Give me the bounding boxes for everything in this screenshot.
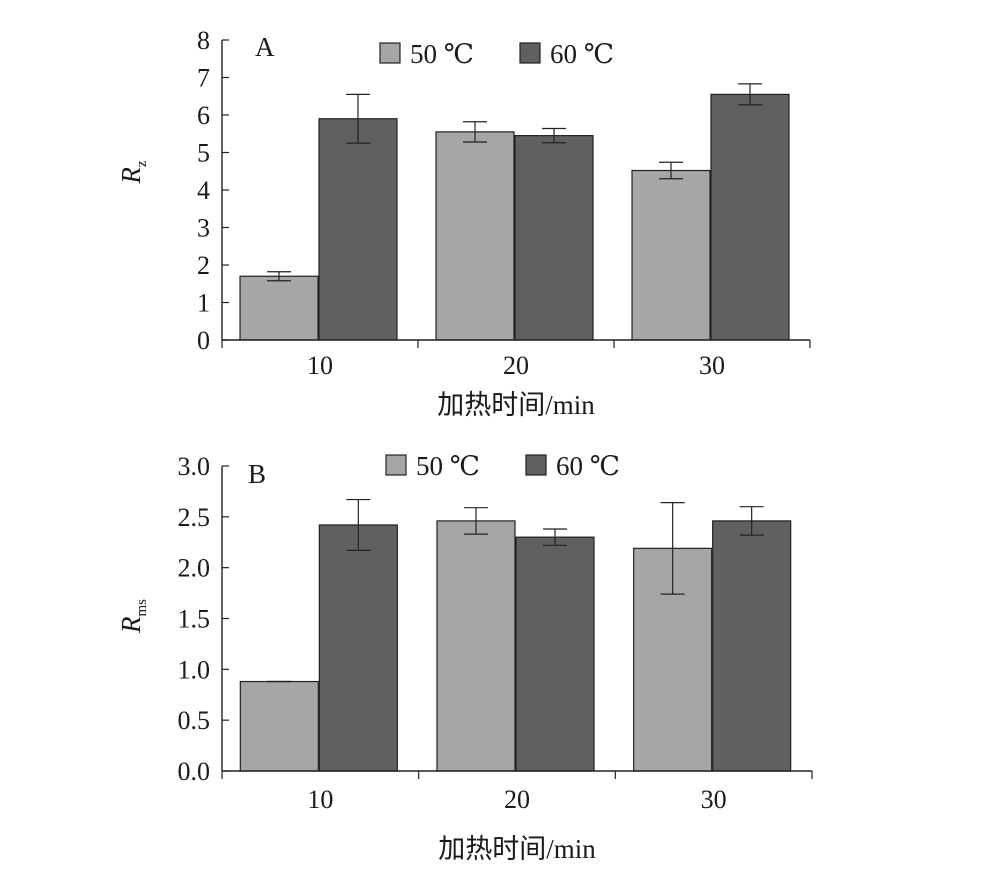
- y-tick-label: 1: [197, 289, 210, 318]
- x-tick-label: 20: [503, 351, 529, 380]
- legend-swatch-60c: [525, 454, 547, 476]
- y-tick-label: 4: [197, 176, 210, 205]
- legend-label-50c: 50 ℃: [416, 451, 480, 481]
- bar-50c-10: [239, 680, 319, 772]
- bar-50c-30: [631, 169, 711, 341]
- y-tick-label: 2.5: [178, 503, 211, 532]
- bar-60c-20: [515, 536, 595, 772]
- y-tick-label: 7: [197, 64, 210, 93]
- legend-label-50c: 50 ℃: [410, 39, 474, 69]
- y-axis-label: Rms: [116, 599, 150, 634]
- x-tick-label: 10: [307, 351, 333, 380]
- y-tick-label: 1.0: [178, 655, 211, 684]
- bar-50c-20: [436, 520, 516, 772]
- bar-60c-30: [712, 520, 792, 772]
- x-tick-label: 20: [504, 785, 530, 814]
- y-tick-label: 1.5: [178, 605, 211, 634]
- x-axis-label: 加热时间/min: [437, 390, 595, 420]
- bar-50c-10: [239, 275, 319, 341]
- panel-label: B: [248, 459, 266, 489]
- y-tick-label: 5: [197, 139, 210, 168]
- y-tick-label: 0.5: [178, 706, 211, 735]
- panel-a: 0 1 2 3 4 5 6 7 8 10 20 30 加热时间/min Rz A 50 ℃ 60 ℃: [116, 26, 811, 420]
- y-axis-label: Rz: [116, 160, 150, 185]
- y-tick-label: 3.0: [178, 452, 211, 481]
- legend-swatch-50c: [385, 454, 407, 476]
- bar-50c-20: [435, 131, 515, 341]
- y-axis-label-subscript: z: [134, 160, 150, 167]
- y-tick-label: 8: [197, 26, 210, 55]
- y-tick-label: 2.0: [178, 554, 211, 583]
- y-axis-label-main: R: [116, 616, 146, 634]
- bar-60c-30: [710, 93, 790, 341]
- y-tick-label: 0: [197, 326, 210, 355]
- x-tick-label: 30: [699, 351, 725, 380]
- panel-b: 0.0 0.5 1.0 1.5 2.0 2.5 3.0 10 20 30 加热时间/min Rms B 5…: [116, 451, 813, 864]
- y-axis-label-main: R: [116, 167, 146, 185]
- x-axis-label: 加热时间/min: [438, 834, 596, 864]
- y-axis-label-subscript: ms: [134, 599, 150, 617]
- legend-swatch-50c: [379, 42, 401, 64]
- panel-label: A: [255, 32, 275, 62]
- legend-swatch-60c: [519, 42, 541, 64]
- legend-label-60c: 60 ℃: [556, 451, 620, 481]
- bar-60c-10: [318, 118, 398, 341]
- y-tick-label: 3: [197, 214, 210, 243]
- legend-label-60c: 60 ℃: [550, 39, 614, 69]
- x-tick-label: 30: [701, 785, 727, 814]
- bar-60c-20: [514, 135, 594, 341]
- y-tick-label: 0.0: [178, 757, 211, 786]
- bar-60c-10: [318, 524, 398, 772]
- x-tick-label: 10: [307, 785, 333, 814]
- y-tick-label: 2: [197, 251, 210, 280]
- y-tick-label: 6: [197, 101, 210, 130]
